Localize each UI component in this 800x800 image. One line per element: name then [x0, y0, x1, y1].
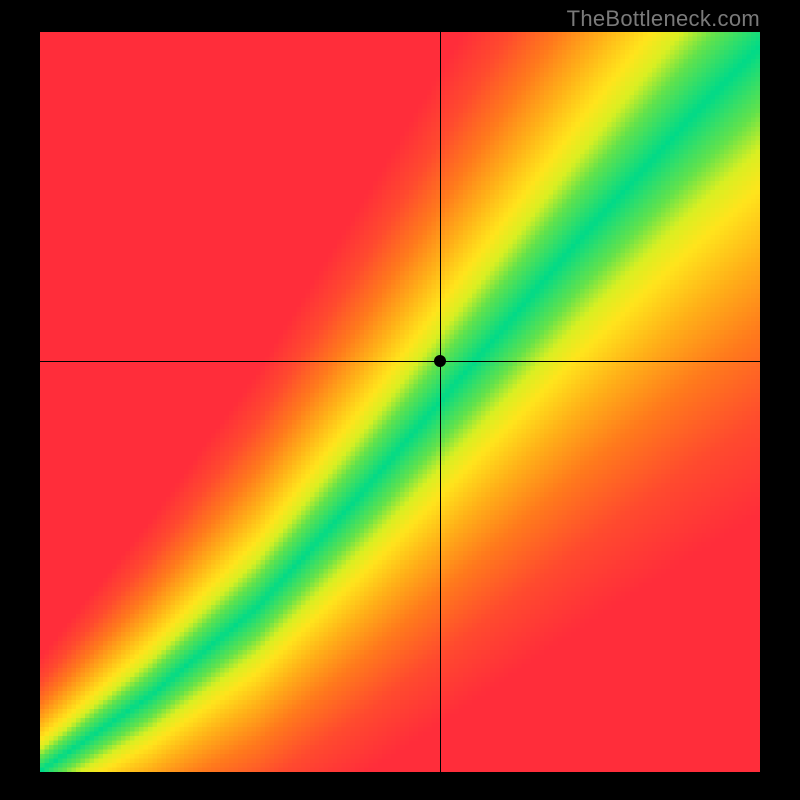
heatmap-canvas [40, 32, 760, 772]
watermark-text: TheBottleneck.com [567, 6, 760, 32]
crosshair-horizontal [40, 361, 760, 362]
crosshair-vertical [440, 32, 441, 772]
selected-point-marker [434, 355, 446, 367]
bottleneck-heatmap-plot [40, 32, 760, 772]
